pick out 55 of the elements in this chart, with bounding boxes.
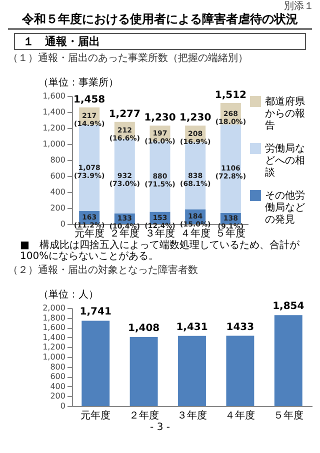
data-label: 1,408 (128, 323, 160, 334)
y-axis-title: （単位：事業所） (38, 76, 118, 88)
bar (178, 336, 206, 406)
x-tick-label: 元年度 (80, 410, 111, 422)
data-label: 1,854 (272, 301, 304, 312)
y-tick-label: 400 (50, 382, 66, 391)
data-label: 1,431 (176, 322, 208, 333)
y-tick-label: 800 (50, 156, 66, 164)
x-tick-label: ４年度 (180, 228, 210, 240)
x-tick-label: ４年度 (225, 410, 256, 422)
y-tick-label: 400 (50, 188, 66, 196)
y-tick-label: 1,000 (42, 352, 66, 362)
legend-label: 都道府県からの報告 (265, 96, 305, 132)
total-label: 1,230 (180, 112, 212, 124)
y-tick-label: 800 (50, 362, 66, 372)
bar (130, 337, 158, 406)
y-tick-label: 1,400 (42, 108, 66, 116)
text: - 3 - (149, 422, 171, 433)
y-tick-label: 1,600 (42, 323, 66, 332)
y-axis-title: （単位：人） (38, 288, 98, 300)
total-label: 1,230 (144, 112, 176, 124)
text: 別添１ (283, 0, 315, 12)
text: １ 通報・届出 (14, 33, 306, 50)
bar (274, 315, 302, 406)
legend-label: 労働局などへの相談 (265, 142, 305, 178)
y-tick-label: 600 (50, 372, 66, 382)
y-tick-label: 1,800 (42, 313, 66, 322)
y-tick-label: 2,000 (42, 304, 66, 312)
x-tick-label: 元年度 (74, 228, 104, 240)
data-label: 1,741 (80, 306, 112, 318)
x-tick-label: ３年度 (145, 228, 175, 240)
legend-label: その他労働局などの発見 (265, 190, 305, 226)
y-tick-label: 200 (50, 204, 66, 212)
data-label: 1433 (226, 322, 254, 333)
y-tick-label: 600 (50, 172, 66, 180)
y-tick-label: 1,200 (42, 124, 66, 132)
total-label: 1,277 (108, 108, 141, 120)
total-label: 1,458 (73, 94, 106, 106)
y-tick-label: 0 (60, 220, 66, 228)
chart-title: 令和５年度における使用者による障害者虐待の状況 (8, 12, 312, 30)
total-label: 1,512 (214, 90, 247, 102)
x-tick-label: ５年度 (273, 410, 304, 422)
x-tick-label: ３年度 (177, 410, 207, 422)
y-tick-label: 1,000 (42, 140, 66, 148)
chart-title: （２）通報・届出の対象となった障害者数 (8, 264, 198, 276)
bar (226, 336, 254, 406)
bar (82, 320, 110, 406)
chart-subtitle: （１）通報・届出のあった事業所数（把握の端緒別） (8, 52, 248, 64)
y-tick-label: 1,400 (42, 332, 66, 342)
y-tick-label: 200 (50, 392, 66, 401)
y-tick-label: 1,600 (42, 92, 66, 100)
text: ■ 構成比は四捨五入によって端数処理しているため、合計が100%にならないことがある。 (19, 240, 300, 262)
y-tick-label: 0 (60, 402, 66, 410)
y-tick-label: 1,200 (42, 342, 66, 352)
x-tick-label: ２年度 (128, 410, 159, 422)
